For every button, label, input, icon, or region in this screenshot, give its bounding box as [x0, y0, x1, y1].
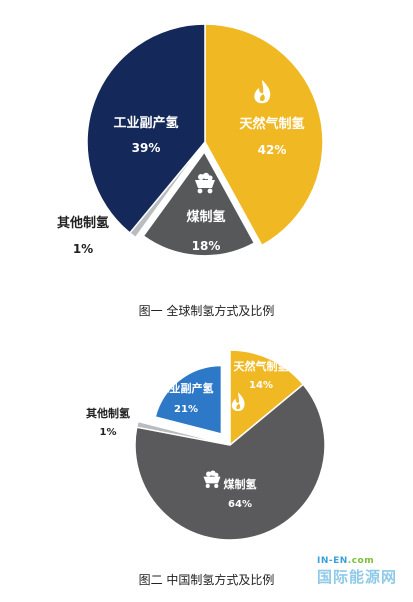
slice-value-label: 14%	[249, 380, 273, 391]
slice-value-label: 39%	[132, 141, 161, 155]
slice-value-label: 1%	[100, 427, 117, 438]
pie-slice	[229, 349, 305, 447]
pie-slice	[204, 23, 324, 247]
pie-slice	[134, 383, 326, 541]
flame-icon	[254, 80, 271, 104]
slice-value-label: 1%	[73, 242, 93, 256]
coal-cart-icon	[195, 172, 215, 194]
pie-chart-china: 天然气制氢 14% 煤制氢 64% 其他制氢 1% 工业副产氢 21%	[86, 349, 326, 541]
slice-value-label: 21%	[174, 404, 198, 415]
slice-label: 其他制氢	[86, 406, 130, 420]
coal-cart-icon	[203, 470, 221, 488]
chart-title-china: 图二 中国制氢方式及比例	[138, 573, 275, 587]
pie-chart-global: 天然气制氢 42% 煤制氢 18% 其他制氢 1% 工业副产氢 39%	[57, 23, 324, 257]
slice-value-label: 64%	[228, 499, 252, 510]
pie-slice	[142, 150, 256, 257]
pie-slice	[86, 23, 206, 234]
chart-title-global: 图一 全球制氢方式及比例	[138, 304, 275, 318]
watermark-cn: 国际能源网	[316, 568, 397, 586]
slice-label: 天然气制氢	[234, 359, 289, 373]
slice-label: 工业副产氢	[113, 115, 178, 131]
watermark-en: IN-EN.com	[316, 556, 375, 566]
slice-label: 其他制氢	[57, 215, 109, 231]
slice-value-label: 18%	[192, 239, 221, 253]
slice-value-label: 42%	[258, 143, 287, 157]
slice-label: 煤制氢	[186, 209, 225, 225]
slice-label: 工业副产氢	[159, 381, 214, 395]
slice-label: 天然气制氢	[239, 116, 304, 132]
flame-inner-icon	[259, 94, 265, 101]
watermark-logo: IN-EN.com 国际能源网	[317, 556, 397, 587]
flame-inner-icon	[236, 403, 241, 410]
flame-icon	[231, 392, 245, 411]
pie-slice	[154, 364, 223, 435]
pie-slice	[135, 420, 231, 446]
slice-label: 煤制氢	[224, 477, 257, 491]
